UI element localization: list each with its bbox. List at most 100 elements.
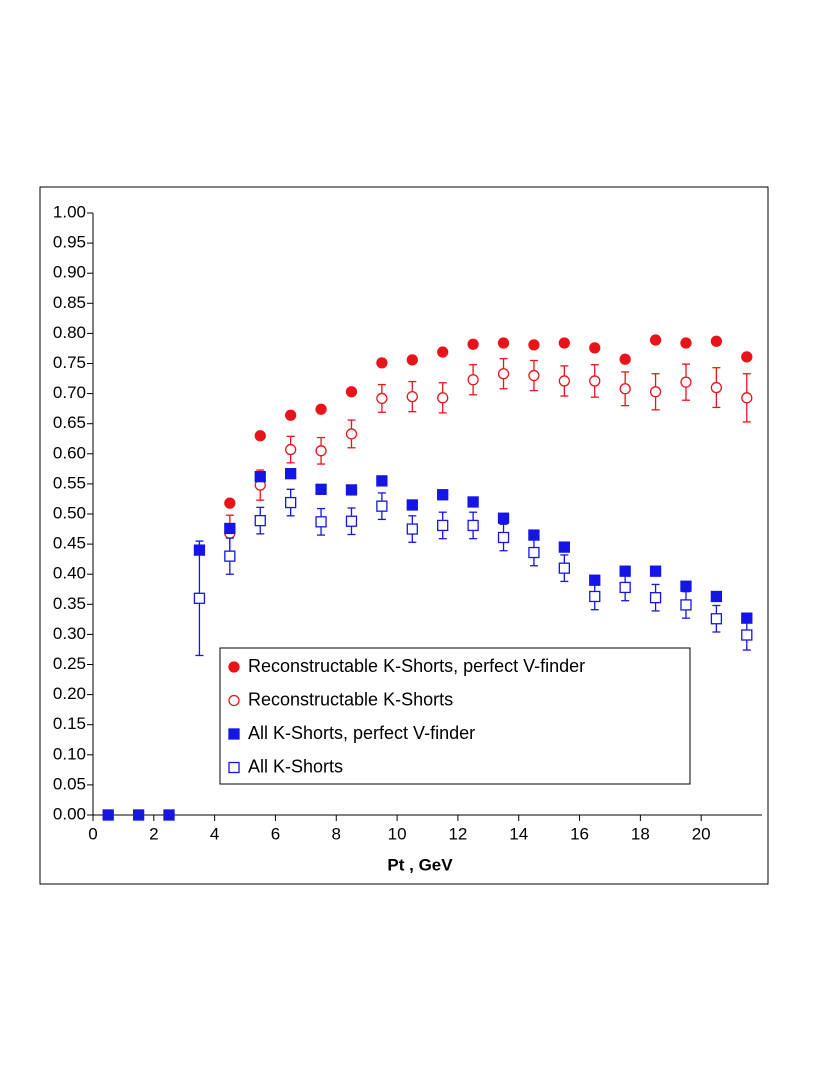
point: [406, 523, 418, 535]
y-tick-label: 0.00: [53, 804, 86, 823]
point: [497, 512, 510, 524]
point: [528, 546, 540, 559]
x-tick-label: 6: [271, 824, 280, 843]
x-tick-label: 8: [332, 824, 341, 843]
point: [467, 519, 479, 532]
point: [345, 386, 358, 398]
legend-marker: [228, 728, 240, 740]
point: [285, 468, 297, 480]
point: [315, 445, 327, 457]
y-tick-label: 0.55: [53, 473, 86, 492]
point: [680, 599, 692, 611]
point: [649, 565, 662, 577]
x-tick-label: 18: [631, 824, 650, 843]
point: [437, 392, 449, 404]
point: [649, 592, 662, 604]
point: [315, 403, 327, 415]
y-tick-label: 0.70: [53, 383, 86, 402]
y-tick-label: 0.85: [53, 293, 86, 312]
point: [589, 342, 601, 354]
point: [376, 475, 388, 487]
point: [680, 580, 692, 592]
point: [741, 392, 753, 404]
legend-box: [219, 647, 691, 785]
y-tick-label: 0.60: [53, 443, 86, 462]
point: [467, 374, 479, 386]
point: [254, 514, 266, 527]
legend-label: Reconstructable K-Shorts: [248, 689, 453, 709]
point: [619, 581, 631, 594]
point: [528, 339, 540, 351]
point: [710, 590, 723, 603]
y-tick-label: 1.00: [53, 202, 86, 221]
point: [467, 496, 479, 508]
point: [528, 369, 540, 382]
point: [376, 357, 388, 369]
point: [589, 590, 601, 603]
legend-marker: [228, 694, 240, 707]
frame: [39, 186, 769, 885]
legend-marker: [228, 761, 240, 774]
point: [741, 351, 753, 363]
point: [345, 484, 358, 496]
legend-label: Reconstructable K-Shorts, perfect V-find…: [248, 656, 585, 676]
point: [589, 375, 601, 387]
point: [376, 500, 388, 512]
point: [406, 499, 418, 511]
y-tick-label: 0.30: [53, 624, 86, 643]
point: [497, 368, 510, 380]
point: [558, 375, 570, 387]
point: [285, 409, 297, 421]
point: [315, 483, 327, 495]
y-tick-label: 0.40: [53, 564, 86, 583]
y-tick-label: 0.25: [53, 654, 86, 673]
point: [649, 386, 662, 398]
point: [437, 519, 449, 532]
x-tick-label: 2: [149, 824, 158, 843]
point: [680, 337, 692, 349]
point: [224, 497, 236, 509]
point: [376, 392, 388, 405]
x-tick-label: 12: [448, 824, 467, 843]
point: [497, 337, 510, 349]
y-tick-label: 0.10: [53, 744, 86, 763]
legend-label: All K-Shorts, perfect V-finder: [248, 723, 475, 743]
y-tick-label: 0.35: [53, 594, 86, 613]
point: [741, 629, 753, 641]
point: [710, 613, 723, 625]
x-tick-label: 10: [388, 824, 407, 843]
point: [406, 354, 418, 366]
x-tick-label: 16: [570, 824, 589, 843]
point: [467, 338, 479, 350]
point: [132, 809, 145, 821]
legend-marker: [228, 661, 240, 673]
y-tick-label: 0.80: [53, 323, 86, 342]
point: [558, 562, 570, 574]
point: [193, 592, 206, 604]
x-tick-label: 20: [692, 824, 711, 843]
y-tick-label: 0.75: [53, 353, 86, 372]
y-tick-label: 0.90: [53, 263, 86, 282]
point: [437, 346, 449, 358]
point: [254, 430, 266, 442]
point: [558, 541, 570, 553]
point: [224, 522, 236, 535]
point: [649, 334, 662, 346]
point: [406, 390, 418, 403]
point: [437, 489, 449, 501]
point: [710, 381, 723, 394]
point: [619, 383, 631, 395]
x-axis-label: Pt , GeV: [387, 855, 453, 874]
y-tick-label: 0.20: [53, 684, 86, 703]
point: [345, 428, 358, 440]
y-tick-label: 0.45: [53, 534, 86, 553]
x-tick-label: 0: [88, 824, 97, 843]
x-tick-label: 4: [210, 824, 219, 843]
y-tick-label: 0.65: [53, 413, 86, 432]
legend-label: All K-Shorts: [248, 756, 343, 776]
point: [497, 531, 510, 544]
point: [224, 550, 236, 562]
point: [254, 471, 266, 483]
point: [285, 496, 297, 509]
